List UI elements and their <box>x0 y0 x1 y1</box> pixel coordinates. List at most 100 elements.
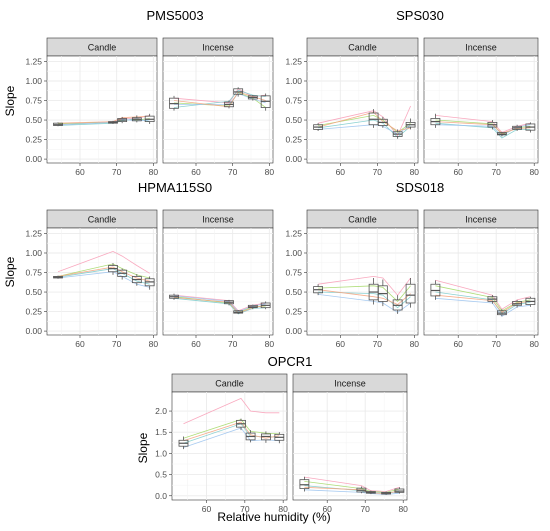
x-tick-label: 80 <box>410 167 420 177</box>
x-tick-label: 70 <box>491 339 501 349</box>
box <box>260 93 271 111</box>
box <box>131 115 142 123</box>
facet-strip-label: Candle <box>215 379 244 389</box>
y-tick-label: 0.00 <box>25 326 42 336</box>
y-tick-label: 1.25 <box>25 56 42 66</box>
chart-title: OPCR1 <box>268 354 313 369</box>
x-tick-label: 60 <box>336 167 346 177</box>
y-tick-label: 1.25 <box>285 228 302 238</box>
x-tick-label: 70 <box>373 167 383 177</box>
panel-background <box>162 227 274 336</box>
y-tick-label: 1.00 <box>285 76 302 86</box>
box <box>430 113 441 128</box>
chart-sps030: SPS030 Candle 60 70 80 0.00 0.25 0.50 0.75 1.00 1.… <box>285 8 539 177</box>
y-tick-label: 0.75 <box>25 268 42 278</box>
series-line <box>318 105 411 137</box>
chart-title: SPS030 <box>396 8 444 23</box>
box-body <box>299 479 310 489</box>
box <box>487 120 498 130</box>
box <box>487 295 498 304</box>
y-tick-label: 1.00 <box>25 248 42 258</box>
y-tick-label: 0.00 <box>25 154 42 164</box>
y-tick-label: 0.50 <box>25 115 42 125</box>
x-tick-label: 60 <box>336 339 346 349</box>
box <box>512 124 522 131</box>
box <box>245 430 256 443</box>
box <box>108 120 118 124</box>
facet-strip-label: Incense <box>334 379 366 389</box>
box <box>313 123 324 131</box>
facet-strip-label: Incense <box>465 43 497 53</box>
y-tick-label: 0.25 <box>25 135 42 145</box>
series-line <box>318 275 411 296</box>
y-tick-label: 0.00 <box>285 326 302 336</box>
box <box>356 486 367 494</box>
box <box>525 122 536 133</box>
series-line <box>317 111 411 132</box>
facet-strip-label: Incense <box>465 215 497 225</box>
box <box>381 491 392 495</box>
facet-incense: Incense 60 70 80 <box>292 373 408 514</box>
y-tick-label: 1.25 <box>25 228 42 238</box>
box <box>525 296 536 307</box>
x-tick-label: 70 <box>112 167 122 177</box>
box <box>224 299 234 306</box>
panel-background <box>306 227 419 336</box>
y-axis-label: Slope <box>3 85 17 116</box>
chart-pms5003: PMS5003 Slope Candle 60 70 80 0.00 0.25 0.50 0.75… <box>3 8 274 177</box>
x-tick-label: 60 <box>322 504 332 514</box>
box <box>233 310 244 314</box>
x-tick-label: 60 <box>75 339 85 349</box>
box <box>260 301 271 310</box>
box <box>247 304 258 310</box>
x-tick-label: 70 <box>228 339 238 349</box>
series-line <box>318 285 411 302</box>
facet-incense: Incense 60 70 80 <box>423 209 539 349</box>
x-tick-label: 80 <box>265 339 275 349</box>
facet-candle: Candle 60 70 80 0.0 0.5 1.0 1.5 2.0 <box>155 373 288 514</box>
panel-background <box>306 55 419 164</box>
y-axis-label: Slope <box>3 256 17 287</box>
y-tick-label: 0.50 <box>285 287 302 297</box>
series-line <box>318 114 411 134</box>
series-line <box>57 250 150 274</box>
box <box>405 277 416 308</box>
y-tick-label: 0.25 <box>285 307 302 317</box>
box <box>144 276 155 290</box>
x-tick-label: 60 <box>191 339 201 349</box>
box <box>392 129 403 139</box>
facet-strip-label: Incense <box>202 215 234 225</box>
y-tick-label: 0.75 <box>285 96 302 106</box>
x-tick-label: 70 <box>240 504 250 514</box>
chart-title: HPMA115S0 <box>138 180 212 195</box>
y-tick-label: 0.5 <box>155 470 167 480</box>
box <box>53 275 63 279</box>
series-line <box>435 279 531 310</box>
y-tick-label: 0.75 <box>285 268 302 278</box>
x-tick-label: 80 <box>149 339 159 349</box>
facet-candle: Candle 60 70 80 0.00 0.25 0.50 0.75 1.00 1.25 <box>25 209 159 349</box>
x-tick-label: 80 <box>529 167 539 177</box>
x-tick-label: 80 <box>265 167 275 177</box>
facet-candle: Candle 60 70 80 0.00 0.25 0.50 0.75 1.00 1.25 <box>25 37 159 177</box>
x-tick-label: 60 <box>191 167 201 177</box>
x-tick-label: 60 <box>75 167 85 177</box>
panel-background <box>46 227 158 336</box>
box <box>394 487 405 494</box>
box <box>108 263 118 275</box>
box <box>496 309 507 317</box>
y-tick-label: 0.25 <box>25 307 42 317</box>
y-tick-label: 0.50 <box>25 287 42 297</box>
x-tick-label: 60 <box>202 504 212 514</box>
facet-incense: Incense 60 70 80 <box>162 37 275 177</box>
x-tick-label: 80 <box>149 167 159 177</box>
x-tick-label: 60 <box>453 339 463 349</box>
series-line <box>57 263 150 279</box>
box <box>236 418 246 431</box>
box <box>496 131 507 137</box>
box <box>299 476 310 492</box>
box <box>53 122 63 127</box>
panel-background <box>162 55 274 164</box>
x-tick-label: 60 <box>453 167 463 177</box>
facet-strip-label: Incense <box>202 43 234 53</box>
